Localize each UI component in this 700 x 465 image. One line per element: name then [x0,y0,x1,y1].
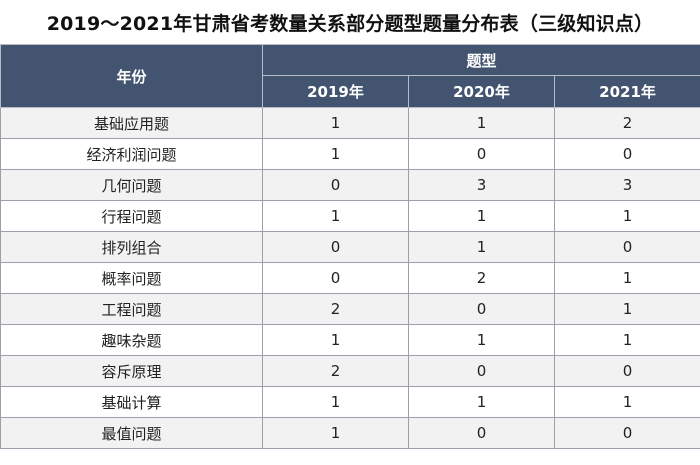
row-label: 容斥原理 [0,355,263,387]
count-cell: 1 [408,324,555,356]
count-cell: 1 [262,200,409,232]
table-row: 容斥原理 2 0 0 [0,355,700,387]
count-cell: 1 [408,386,555,418]
count-cell: 2 [262,355,409,387]
count-cell: 2 [553,107,700,139]
count-cell: 0 [553,417,700,449]
count-cell: 0 [262,262,409,294]
count-cell: 1 [553,262,700,294]
count-cell: 1 [262,138,409,170]
count-cell: 2 [262,293,409,325]
count-cell: 1 [262,417,409,449]
count-cell: 3 [553,169,700,201]
count-cell: 2 [408,262,555,294]
count-cell: 0 [553,138,700,170]
count-cell: 1 [553,200,700,232]
row-label: 概率问题 [0,262,263,294]
count-cell: 0 [262,169,409,201]
count-cell: 1 [408,107,555,139]
table-row: 经济利润问题 1 0 0 [0,138,700,170]
count-cell: 1 [553,293,700,325]
count-cell: 0 [553,355,700,387]
count-cell: 1 [408,231,555,263]
row-label: 几何问题 [0,169,263,201]
table-row: 排列组合 0 1 0 [0,231,700,263]
count-cell: 1 [262,386,409,418]
row-label: 行程问题 [0,200,263,232]
count-cell: 0 [408,355,555,387]
year-header-row: 2019年 2020年 2021年 [1,75,700,108]
row-label: 基础应用题 [0,107,263,139]
table-row: 工程问题 2 0 1 [0,293,700,325]
table-row: 概率问题 0 2 1 [0,262,700,294]
year-column-header: 2021年 [553,75,700,108]
count-cell: 1 [553,324,700,356]
count-cell: 0 [408,138,555,170]
count-cell: 1 [262,107,409,139]
distribution-table: 年份 题型 2019年 2020年 2021年 基础应用题 1 1 2 经济利润问题 1 0… [0,44,700,449]
row-label: 工程问题 [0,293,263,325]
count-cell: 1 [553,386,700,418]
row-label: 基础计算 [0,386,263,418]
year-header-cell: 年份 [0,44,263,108]
row-label: 趣味杂题 [0,324,263,356]
count-cell: 0 [262,231,409,263]
table-row: 行程问题 1 1 1 [0,200,700,232]
table-row: 几何问题 0 3 3 [0,169,700,201]
table-row: 趣味杂题 1 1 1 [0,324,700,356]
count-cell: 1 [262,324,409,356]
count-cell: 1 [408,200,555,232]
count-cell: 0 [553,231,700,263]
table-row: 基础应用题 1 1 2 [0,107,700,139]
row-label: 最值问题 [0,417,263,449]
year-column-header: 2019年 [262,75,409,108]
count-cell: 0 [408,417,555,449]
header-row: 年份 题型 [0,44,700,108]
table-title: 2019～2021年甘肃省考数量关系部分题型题量分布表（三级知识点） [46,12,654,35]
year-column-header: 2020年 [408,75,555,108]
count-cell: 0 [408,293,555,325]
table-row: 最值问题 1 0 0 [0,417,700,449]
row-label: 经济利润问题 [0,138,263,170]
table-row: 基础计算 1 1 1 [0,386,700,418]
question-type-group-header: 题型 [261,44,700,76]
count-cell: 3 [408,169,555,201]
row-label: 排列组合 [0,231,263,263]
